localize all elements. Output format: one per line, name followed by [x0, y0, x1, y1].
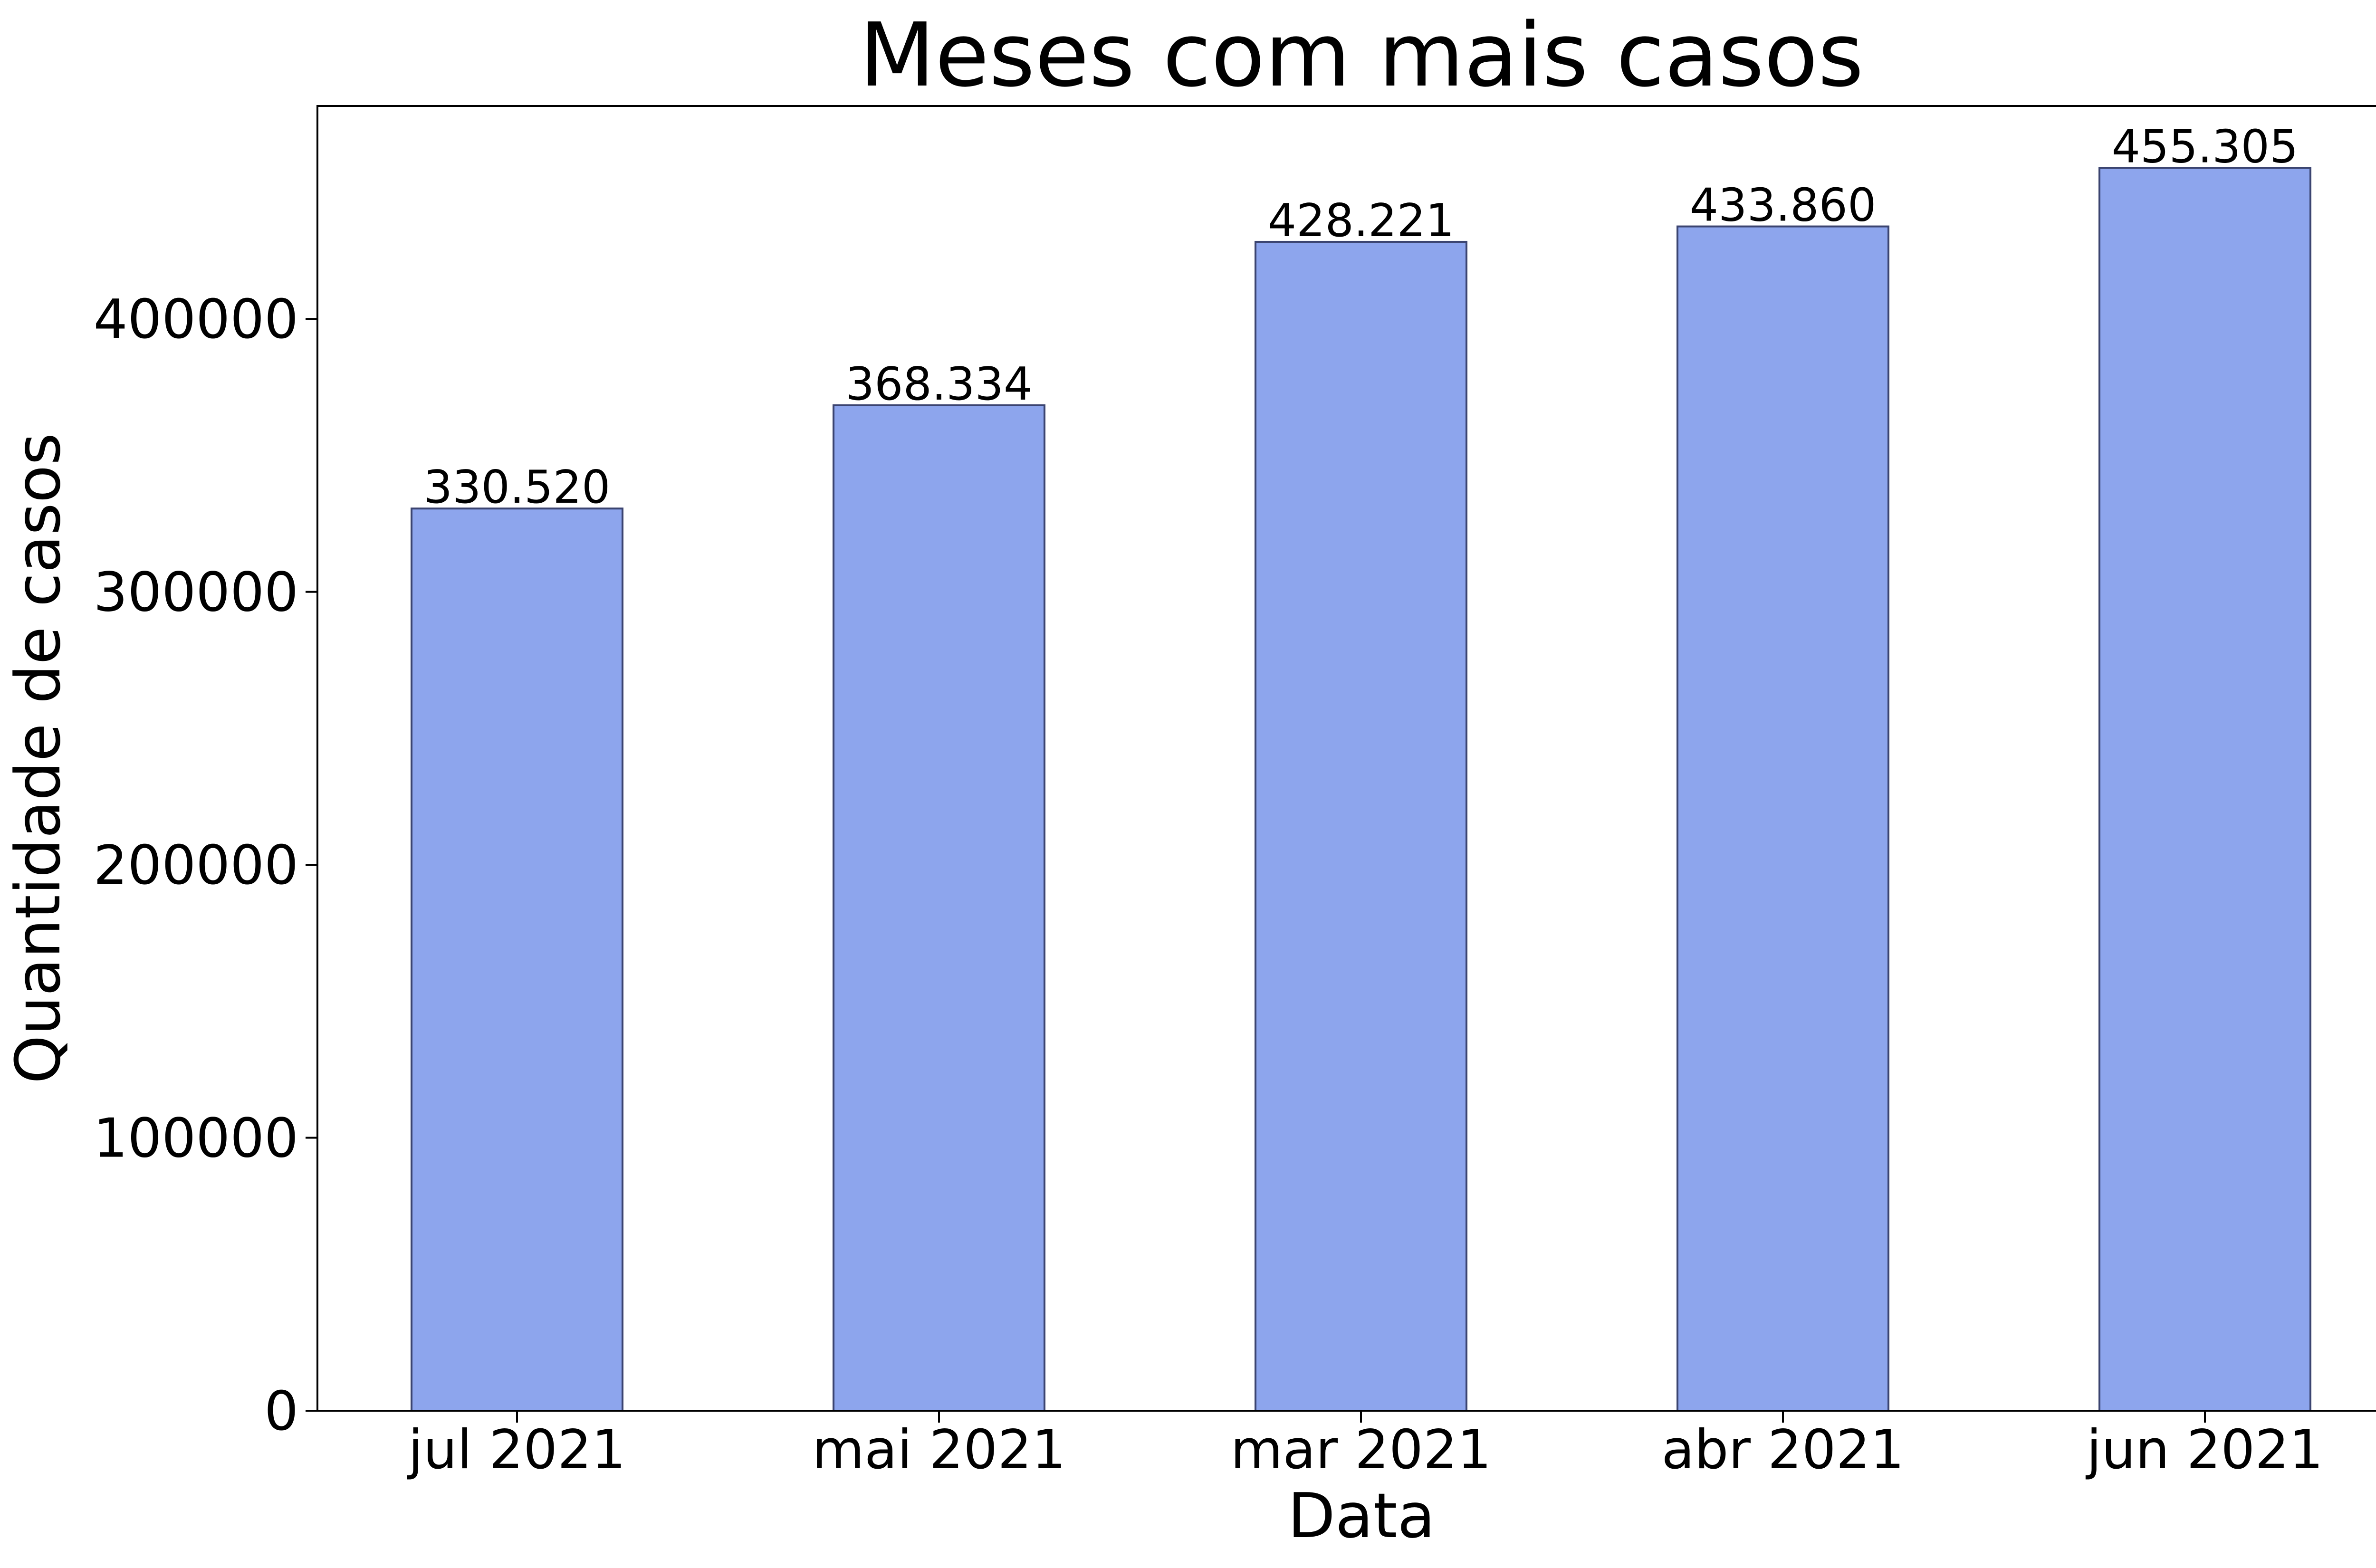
bar-4 — [1677, 225, 1889, 1412]
x-axis-label: Data — [1288, 1480, 1435, 1552]
data-label-2: 368.334 — [846, 358, 1033, 411]
x-axis-ticks: jul 2021 mai 2021 mar 2021 abr 2021 jun 2021 — [407, 1411, 2323, 1481]
plot-area-frame — [316, 105, 2376, 1412]
y-tick-label-2: 100000 — [94, 1107, 298, 1170]
data-label-4: 433.860 — [1690, 180, 1877, 232]
data-labels: 330.520 368.334 428.221 433.860 455.305 — [424, 121, 2299, 514]
y-tick-label-5: 400000 — [94, 288, 298, 351]
x-tick-label-4: abr 2021 — [1662, 1418, 1905, 1481]
data-label-1: 330.520 — [424, 461, 611, 514]
bar-5 — [2098, 167, 2311, 1412]
data-label-3: 428.221 — [1268, 195, 1455, 247]
bars — [411, 167, 2311, 1412]
data-label-5: 455.305 — [2112, 121, 2299, 173]
y-tick-label-4: 300000 — [94, 561, 298, 624]
y-tick-label-3: 200000 — [94, 834, 298, 897]
x-tick-label-2: mai 2021 — [812, 1418, 1066, 1481]
chart-title: Meses com mais casos — [859, 4, 1864, 106]
bar-2 — [833, 404, 1045, 1412]
bar-3 — [1255, 240, 1467, 1412]
x-tick-label-1: jul 2021 — [407, 1418, 626, 1481]
bar-1 — [411, 507, 623, 1412]
y-axis-label: Quantidade de casos — [2, 433, 74, 1084]
x-tick-label-5: jun 2021 — [2085, 1418, 2323, 1481]
y-tick-label-1: 0 — [264, 1380, 298, 1443]
x-tick-label-3: mar 2021 — [1230, 1418, 1491, 1481]
y-axis-ticks: 0 100000 200000 300000 400000 — [94, 288, 317, 1443]
